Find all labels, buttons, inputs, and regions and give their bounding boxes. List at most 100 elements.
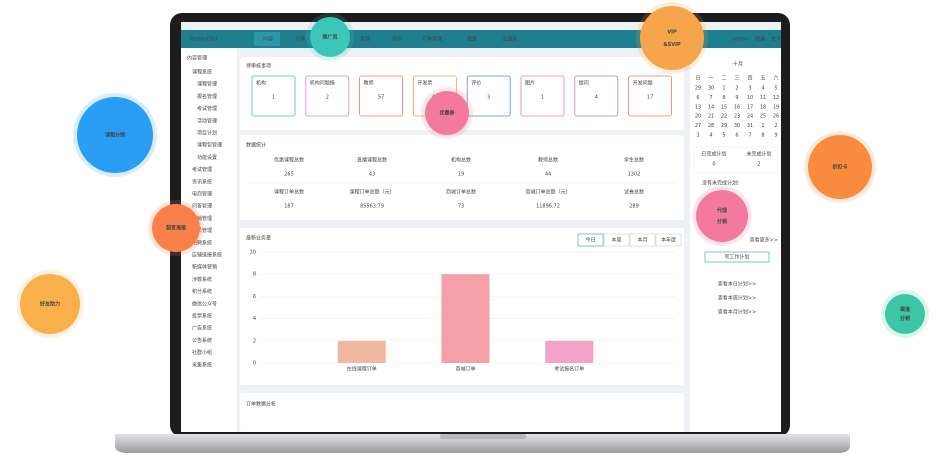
calendar-day[interactable]: 8: [761, 133, 764, 139]
calendar-day[interactable]: 21: [708, 114, 714, 120]
tab-label[interactable]: 今日: [585, 237, 595, 244]
user-menu[interactable]: 前端: [755, 36, 765, 43]
calendar-day[interactable]: 4: [761, 86, 764, 92]
calendar-day[interactable]: 27: [695, 123, 701, 129]
tab-label[interactable]: 本月: [637, 237, 647, 244]
nav-item[interactable]: 互动: [360, 36, 370, 43]
user-menu[interactable]: 关于: [771, 36, 781, 43]
sidebar-item[interactable]: 公告系统: [192, 337, 212, 344]
calendar-day[interactable]: 15: [721, 104, 727, 110]
tab-label[interactable]: 本周: [611, 237, 621, 244]
sidebar-item[interactable]: 涉数系统: [192, 276, 212, 283]
sidebar-item[interactable]: 考试管理: [192, 166, 212, 173]
pending-box[interactable]: [574, 75, 619, 117]
calendar-day[interactable]: 19: [773, 104, 779, 110]
calendar-day[interactable]: 9: [774, 133, 777, 139]
pending-box[interactable]: [628, 75, 672, 117]
calendar-day[interactable]: 8: [722, 95, 725, 101]
tab[interactable]: [603, 233, 630, 247]
calendar-day[interactable]: 1: [761, 123, 764, 129]
nav-item[interactable]: 云服务: [502, 36, 517, 43]
calendar-day[interactable]: 14: [708, 104, 714, 110]
sidebar-item[interactable]: 微信公众号: [192, 300, 217, 307]
calendar-day[interactable]: 1: [722, 86, 725, 92]
calendar-day[interactable]: 4: [709, 133, 712, 139]
nav-item[interactable]: 用户: [392, 36, 402, 43]
calendar-day[interactable]: 26: [773, 114, 779, 120]
calendar-day[interactable]: 7: [748, 133, 751, 139]
sidebar-item[interactable]: 采集系统: [192, 361, 212, 368]
sidebar-item[interactable]: 分销管理: [192, 215, 212, 222]
calendar-day[interactable]: 2: [735, 86, 738, 92]
nav-item[interactable]: 配置: [467, 37, 477, 43]
bubble[interactable]: [808, 135, 872, 199]
sidebar-item[interactable]: 积分系统: [192, 288, 212, 295]
bubble[interactable]: [77, 97, 153, 173]
tab-label[interactable]: 本年度: [661, 237, 676, 244]
tab[interactable]: [577, 233, 604, 247]
pending-box[interactable]: [359, 75, 404, 117]
sidebar-item[interactable]: 课程包管理: [197, 142, 222, 149]
bubble[interactable]: [20, 274, 80, 334]
pending-box[interactable]: [520, 75, 565, 117]
sidebar-item[interactable]: 报名管理: [197, 93, 217, 100]
nav-item[interactable]: 内容: [263, 36, 273, 43]
sidebar-item[interactable]: 社群小组: [192, 349, 212, 356]
more-link[interactable]: 查看更多>>: [750, 237, 778, 244]
tab[interactable]: [629, 233, 656, 247]
user-menu[interactable]: admin: [732, 37, 748, 43]
bubble[interactable]: [310, 17, 350, 57]
calendar-day[interactable]: 23: [734, 114, 740, 120]
calendar-day[interactable]: 24: [747, 114, 753, 120]
pending-box[interactable]: [251, 75, 296, 117]
bubble[interactable]: [885, 294, 925, 334]
plan-link[interactable]: 查看本日计划>>: [718, 281, 756, 288]
sidebar-item[interactable]: 新媒体营销: [192, 264, 217, 271]
calendar-day[interactable]: 16: [734, 104, 740, 110]
pending-box[interactable]: [466, 75, 511, 117]
calendar-day[interactable]: 18: [760, 104, 766, 110]
sidebar-item[interactable]: 活动管理: [197, 117, 217, 124]
calendar-day[interactable]: 2: [774, 123, 777, 129]
calendar-day[interactable]: 20: [695, 114, 701, 120]
sidebar-item[interactable]: 店铺链接系统: [192, 252, 222, 259]
calendar-day[interactable]: 28: [708, 123, 714, 129]
bubble[interactable]: [696, 190, 748, 242]
calendar-day[interactable]: 30: [734, 123, 740, 129]
calendar-day[interactable]: 25: [760, 114, 766, 120]
calendar-day[interactable]: 13: [695, 104, 701, 110]
sidebar-item[interactable]: 电商管理: [192, 191, 212, 198]
sidebar-item[interactable]: 广告系统: [192, 325, 212, 332]
plan-button-label[interactable]: 写工作计划: [724, 254, 749, 261]
calendar-day[interactable]: 3: [696, 133, 699, 139]
plan-link[interactable]: 查看本月计划>>: [718, 309, 756, 316]
bubble[interactable]: [425, 91, 469, 135]
plan-button[interactable]: [704, 251, 770, 263]
plan-link[interactable]: 查看本周计划>>: [718, 295, 756, 302]
tab[interactable]: [655, 233, 682, 247]
calendar-day[interactable]: 5: [722, 133, 725, 139]
calendar-day[interactable]: 6: [696, 95, 699, 101]
sidebar-item[interactable]: 投票系统: [192, 313, 212, 320]
calendar-day[interactable]: 11: [760, 95, 766, 101]
sidebar-item[interactable]: 考试管理: [197, 105, 217, 112]
sidebar-item[interactable]: 问答管理: [192, 203, 212, 210]
calendar-day[interactable]: 6: [735, 133, 738, 139]
calendar-day[interactable]: 17: [747, 104, 753, 110]
bubble[interactable]: [152, 204, 200, 252]
calendar-day[interactable]: 7: [709, 95, 712, 101]
calendar-day[interactable]: 10: [747, 95, 753, 101]
sidebar-item[interactable]: 项目计划: [197, 130, 217, 137]
sidebar-item[interactable]: 课程管理: [197, 81, 217, 88]
sidebar-item[interactable]: 学员管理: [192, 227, 212, 234]
calendar-day[interactable]: 29: [695, 86, 701, 92]
calendar-day[interactable]: 3: [748, 86, 751, 92]
calendar-day[interactable]: 29: [721, 123, 727, 129]
calendar-day[interactable]: 31: [747, 123, 753, 129]
nav-item[interactable]: 订单管理: [422, 36, 442, 43]
sidebar-item[interactable]: 招聘系统: [192, 239, 212, 246]
calendar-day[interactable]: 9: [735, 95, 738, 101]
sidebar-item[interactable]: 资讯系统: [192, 178, 212, 185]
sidebar-item[interactable]: 功能设置: [197, 154, 217, 161]
bubble[interactable]: [640, 6, 704, 70]
